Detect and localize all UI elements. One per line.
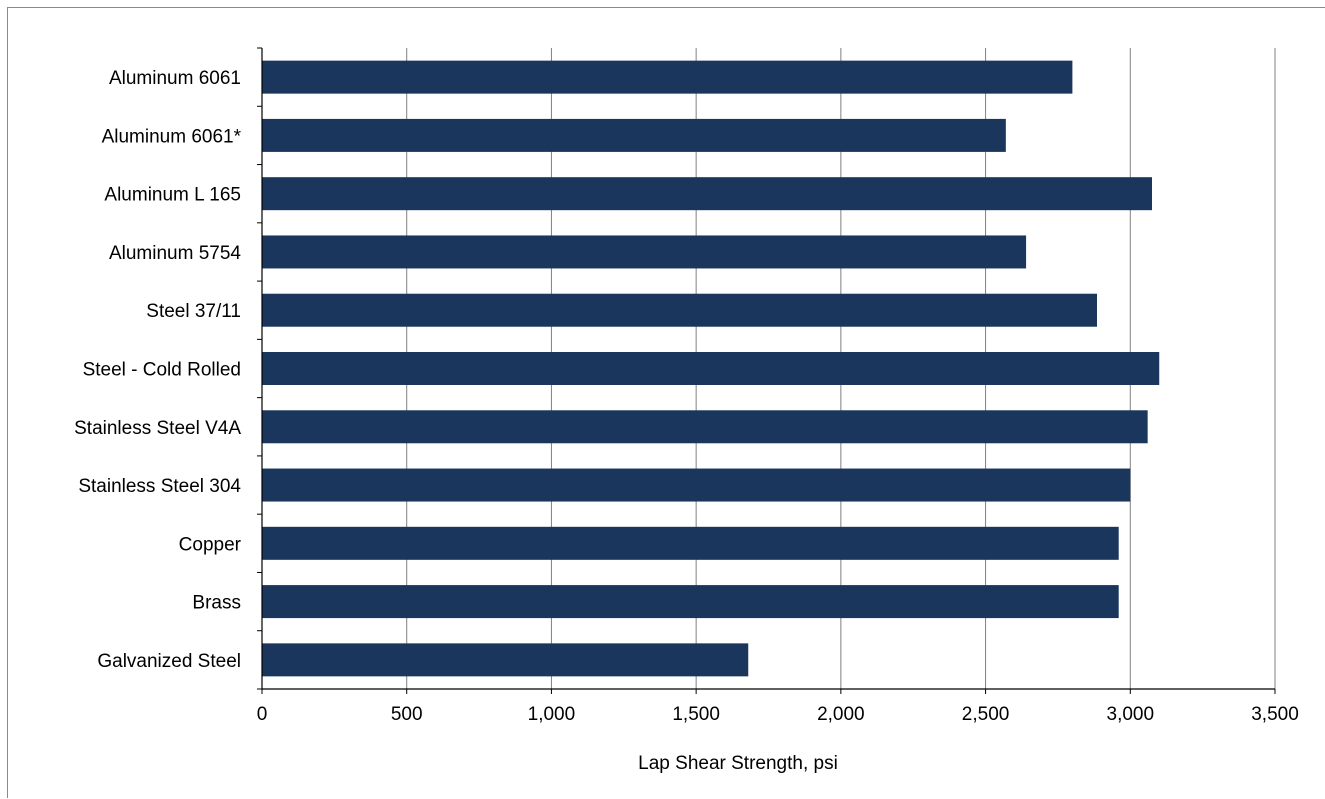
bar	[262, 585, 1119, 619]
category-label: Stainless Steel 304	[78, 476, 241, 497]
category-label: Stainless Steel V4A	[74, 418, 241, 439]
x-tick-label: 3,000	[1107, 704, 1155, 725]
x-tick-label: 500	[391, 704, 423, 725]
bar	[262, 293, 1098, 327]
category-label: Galvanized Steel	[97, 651, 241, 672]
bar	[262, 60, 1073, 94]
x-axis-title: Lap Shear Strength, psi	[638, 753, 838, 774]
x-tick-labels: 0 500 1,000 1,500 2,000 2,500 3,000 3,500	[257, 704, 1299, 725]
x-tick-label: 0	[257, 704, 268, 725]
category-label: Aluminum 6061*	[102, 126, 242, 147]
bar	[262, 118, 1006, 152]
bar-chart: 0 500 1,000 1,500 2,000 2,500 3,000 3,500 Alumi…	[74, 47, 1299, 774]
bars	[262, 60, 1160, 677]
bar	[262, 235, 1027, 269]
chart-frame: 0 500 1,000 1,500 2,000 2,500 3,000 3,500 Alumi…	[7, 7, 1325, 798]
bar	[262, 177, 1152, 211]
bar	[262, 468, 1131, 502]
category-label: Steel - Cold Rolled	[83, 360, 241, 381]
category-label: Brass	[192, 593, 241, 614]
bar	[262, 352, 1160, 385]
x-tick-label: 2,500	[962, 704, 1010, 725]
bar	[262, 526, 1119, 560]
category-label: Copper	[179, 534, 242, 555]
x-tick-label: 2,000	[817, 704, 865, 725]
category-label: Steel 37/11	[146, 301, 241, 322]
x-tick-label: 1,500	[672, 704, 720, 725]
category-label: Aluminum L 165	[104, 185, 241, 206]
x-tick-label: 3,500	[1251, 704, 1299, 725]
bar	[262, 643, 749, 677]
axes	[257, 47, 1276, 694]
category-label: Aluminum 5754	[109, 243, 241, 264]
category-labels: Aluminum 6061 Aluminum 6061* Aluminum L 16…	[74, 68, 242, 672]
bar	[262, 410, 1148, 444]
category-label: Aluminum 6061	[109, 68, 241, 89]
x-tick-label: 1,000	[528, 704, 576, 725]
